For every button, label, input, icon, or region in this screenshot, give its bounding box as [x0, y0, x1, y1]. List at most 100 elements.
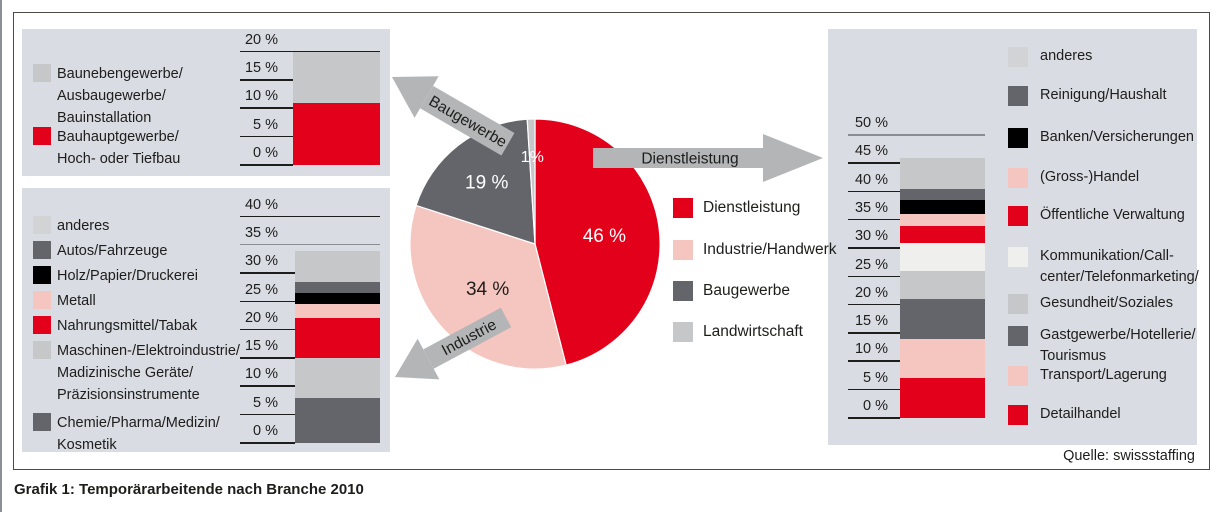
tick-label: 0 %	[863, 398, 888, 414]
bar-segment	[295, 293, 380, 305]
tick-line	[240, 272, 295, 274]
tick-label: 10 %	[854, 341, 888, 358]
tick-line	[240, 79, 293, 81]
bar-segment-label	[900, 271, 985, 299]
bar-segment	[293, 102, 380, 165]
legend-label: Madizinische Geräte/	[57, 365, 194, 381]
legend-swatch	[33, 127, 51, 145]
legend-swatch	[33, 413, 51, 431]
legend-label: Metall	[57, 293, 96, 309]
legend-swatch	[1008, 47, 1028, 67]
tick-line	[240, 135, 293, 138]
tick-line	[848, 275, 900, 277]
legend-label: Landwirtschaft	[703, 323, 803, 340]
tick-label: 40 %	[854, 171, 888, 188]
legend-swatch	[673, 322, 693, 342]
tick-line	[848, 218, 900, 221]
tick-line	[848, 190, 900, 193]
bar-segment-label	[900, 299, 985, 339]
bar-segment-label	[293, 52, 380, 103]
legend-swatch	[1008, 168, 1028, 188]
legend-swatch	[1008, 366, 1028, 386]
tick-line	[240, 215, 380, 218]
legend-label: Transport/Lagerung	[1040, 367, 1167, 383]
tick-label: 20 %	[244, 31, 278, 48]
legend-swatch	[33, 64, 51, 82]
legend-label: anderes	[1040, 48, 1093, 64]
tick-label: 5 %	[863, 369, 888, 386]
legend-swatch	[1008, 86, 1028, 106]
tick-line	[240, 107, 293, 109]
bar-segment-label	[295, 358, 380, 398]
tick-label: 30 %	[854, 228, 888, 245]
bar-segment-label	[900, 243, 985, 271]
legend-label: center/Telefonmarketing/	[1040, 269, 1199, 285]
page-edge-line	[0, 0, 2, 512]
legend-swatch	[1008, 128, 1028, 148]
legend-swatch	[1008, 206, 1028, 226]
legend-swatch	[1008, 326, 1028, 346]
bar-segment	[900, 270, 985, 300]
bar-segment-label	[293, 103, 380, 165]
legend-label: Nahrungsmittel/Tabak	[57, 318, 198, 334]
tick-label: 35 %	[244, 224, 278, 241]
tick-label: 10 %	[244, 366, 278, 383]
legend-label: Baunebengewerbe/	[57, 66, 183, 82]
bar-segment	[295, 281, 380, 293]
tick-line	[240, 357, 295, 359]
tick-line	[240, 413, 295, 416]
bar-segment	[900, 378, 985, 418]
tick-label: 40 %	[244, 196, 278, 213]
tick-line	[240, 300, 295, 302]
bar-segment	[900, 200, 985, 215]
bar-segment	[900, 214, 985, 226]
legend-label: Bauhauptgewerbe/	[57, 129, 179, 145]
tick-line	[240, 442, 295, 444]
tick-label: 15 %	[854, 313, 888, 330]
legend-label: Maschinen-/Elektroindustrie/	[57, 343, 240, 359]
bar-segment	[295, 304, 380, 319]
tick-label: 20 %	[244, 309, 278, 326]
legend-label: anderes	[57, 218, 110, 234]
tick-label: 35 %	[854, 199, 888, 216]
legend-swatch	[33, 241, 51, 259]
legend-swatch	[33, 291, 51, 309]
legend-swatch	[1008, 294, 1028, 314]
tick-label: 0 %	[253, 145, 278, 161]
legend-label: Öffentliche Verwaltung	[1040, 207, 1185, 223]
tick-label: 30 %	[244, 253, 278, 270]
bar-segment-label	[295, 318, 380, 358]
tick-line	[240, 50, 380, 53]
legend-swatch	[33, 341, 51, 359]
tick-line	[240, 328, 295, 331]
tick-line	[848, 162, 900, 164]
legend-swatch	[1008, 405, 1028, 425]
tick-line	[848, 134, 985, 136]
tick-line	[848, 417, 900, 419]
tick-label: 5 %	[253, 394, 278, 411]
legend-label: (Gross-)Handel	[1040, 169, 1140, 185]
legend-label: Bauinstallation	[57, 110, 152, 126]
legend-label: Banken/Versicherungen	[1040, 129, 1194, 145]
legend-label: Präzisionsinstrumente	[57, 387, 200, 403]
legend-label: Dienstleistung	[703, 199, 801, 216]
legend-label: Holz/Papier/Druckerei	[57, 268, 199, 284]
legend-label: Ausbaugewerbe/	[57, 88, 166, 104]
legend-swatch	[673, 198, 693, 218]
tick-label: 0 %	[253, 423, 278, 439]
bar-segment	[900, 225, 985, 243]
legend-swatch	[33, 316, 51, 334]
bar-segment	[295, 358, 380, 398]
tick-line	[240, 243, 380, 246]
bar-segment	[900, 242, 985, 271]
legend-label: Industrie/Handwerk	[703, 241, 837, 258]
tick-label: 45 %	[854, 143, 888, 160]
legend-label: Chemie/Pharma/Medizin/	[57, 415, 220, 431]
legend-swatch	[33, 266, 51, 284]
legend-swatch	[1008, 247, 1028, 267]
tick-line	[240, 164, 293, 166]
bar-segment	[295, 318, 380, 359]
bar-segment-label	[900, 339, 985, 379]
bar-segment-label	[295, 398, 380, 443]
